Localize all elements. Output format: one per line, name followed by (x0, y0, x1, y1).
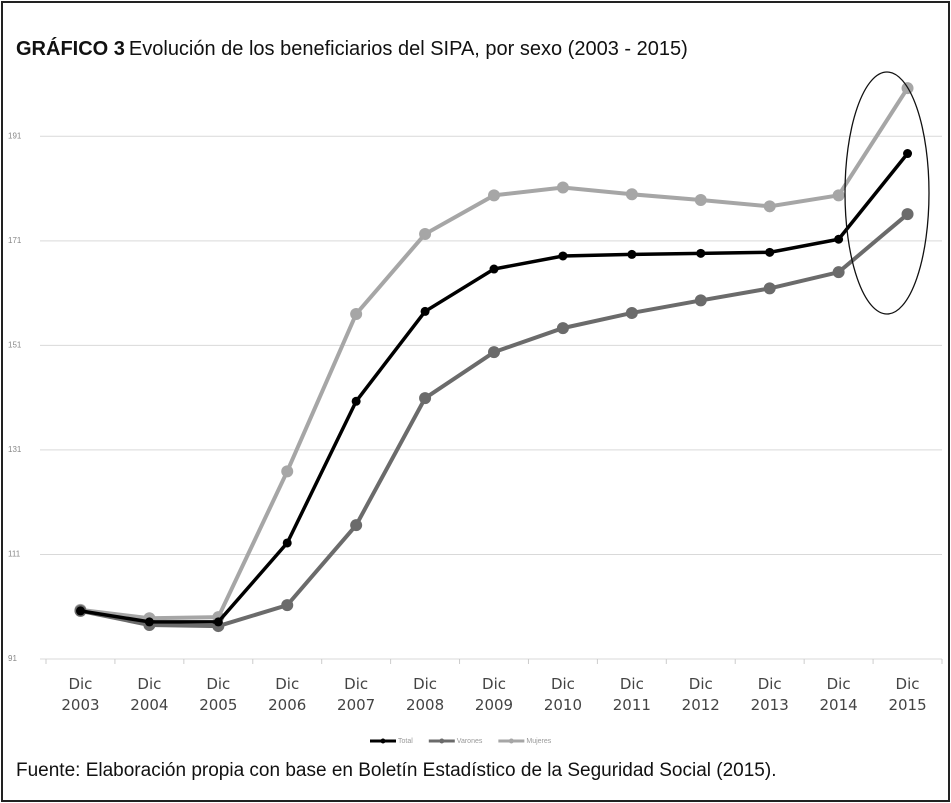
y-tick-label: 91 (8, 654, 17, 663)
data-point (763, 200, 776, 213)
series-line (80, 152, 909, 624)
y-tick-label: 111 (8, 550, 21, 559)
y-tick-label: 171 (8, 236, 22, 245)
legend-label: Varones (457, 738, 483, 745)
data-point (556, 181, 569, 194)
x-tick-label: Dic 2003 (61, 675, 100, 714)
data-point (281, 465, 294, 478)
data-point (558, 251, 568, 261)
data-point (834, 234, 844, 244)
data-point (489, 264, 499, 274)
x-tick-label: Dic 2009 (474, 675, 514, 714)
legend-item: Mujeres (498, 738, 552, 745)
data-point (625, 188, 638, 201)
legend-marker (508, 738, 514, 744)
data-point (420, 306, 430, 316)
data-point (488, 189, 500, 202)
y-tick-label: 131 (8, 445, 22, 454)
legend-marker (439, 738, 445, 744)
data-point (488, 346, 500, 359)
x-tick-label: Dic 2011 (612, 675, 651, 714)
x-tick-label: Dic 2004 (130, 675, 169, 714)
data-point (694, 294, 707, 307)
x-tick-label: Dic 2014 (819, 675, 858, 714)
source-note: Fuente: Elaboración propia con base en B… (16, 760, 777, 781)
data-point (350, 519, 363, 532)
series-line (80, 212, 909, 629)
legend-marker (380, 738, 386, 744)
data-point (419, 392, 432, 405)
data-point (832, 189, 845, 202)
legend-label: Mujeres (526, 738, 551, 745)
data-point (696, 248, 706, 258)
x-tick-label: Dic 2006 (268, 675, 307, 714)
data-point (832, 266, 845, 279)
x-tick-label: Dic 2007 (337, 675, 376, 714)
data-point (625, 306, 638, 319)
data-point (281, 599, 294, 612)
data-point (901, 208, 914, 221)
x-tick-label: Dic 2008 (405, 675, 445, 714)
y-tick-label: 191 (8, 131, 22, 140)
data-point (903, 149, 913, 159)
legend-item: Varones (428, 738, 483, 745)
title-label: GRÁFICO 3 (16, 38, 125, 60)
data-point (213, 617, 223, 627)
data-point (556, 322, 569, 335)
legend-label: Total (398, 738, 413, 745)
data-point (144, 617, 154, 627)
x-tick-label: Dic 2012 (681, 675, 720, 714)
title-block: GRÁFICO 3 Evolución de los beneficiarios … (16, 38, 688, 61)
data-point (763, 282, 776, 295)
chart-title: Evolución de los beneficiarios del SIPA,… (128, 38, 688, 60)
x-tick-label: Dic 2005 (199, 675, 238, 714)
highlight-ellipse (844, 71, 930, 315)
data-point (419, 228, 432, 241)
x-tick-label: Dic 2010 (543, 675, 583, 714)
legend-item: Total (370, 738, 413, 745)
data-point (765, 247, 775, 257)
data-point (282, 538, 292, 548)
data-point (694, 194, 707, 207)
data-point (350, 308, 363, 320)
x-tick-label: Dic 2013 (750, 675, 789, 714)
data-point (351, 396, 361, 406)
data-point (627, 249, 637, 259)
x-tick-label: Dic 2015 (888, 675, 927, 714)
data-point (75, 606, 85, 616)
y-tick-label: 151 (8, 340, 22, 349)
